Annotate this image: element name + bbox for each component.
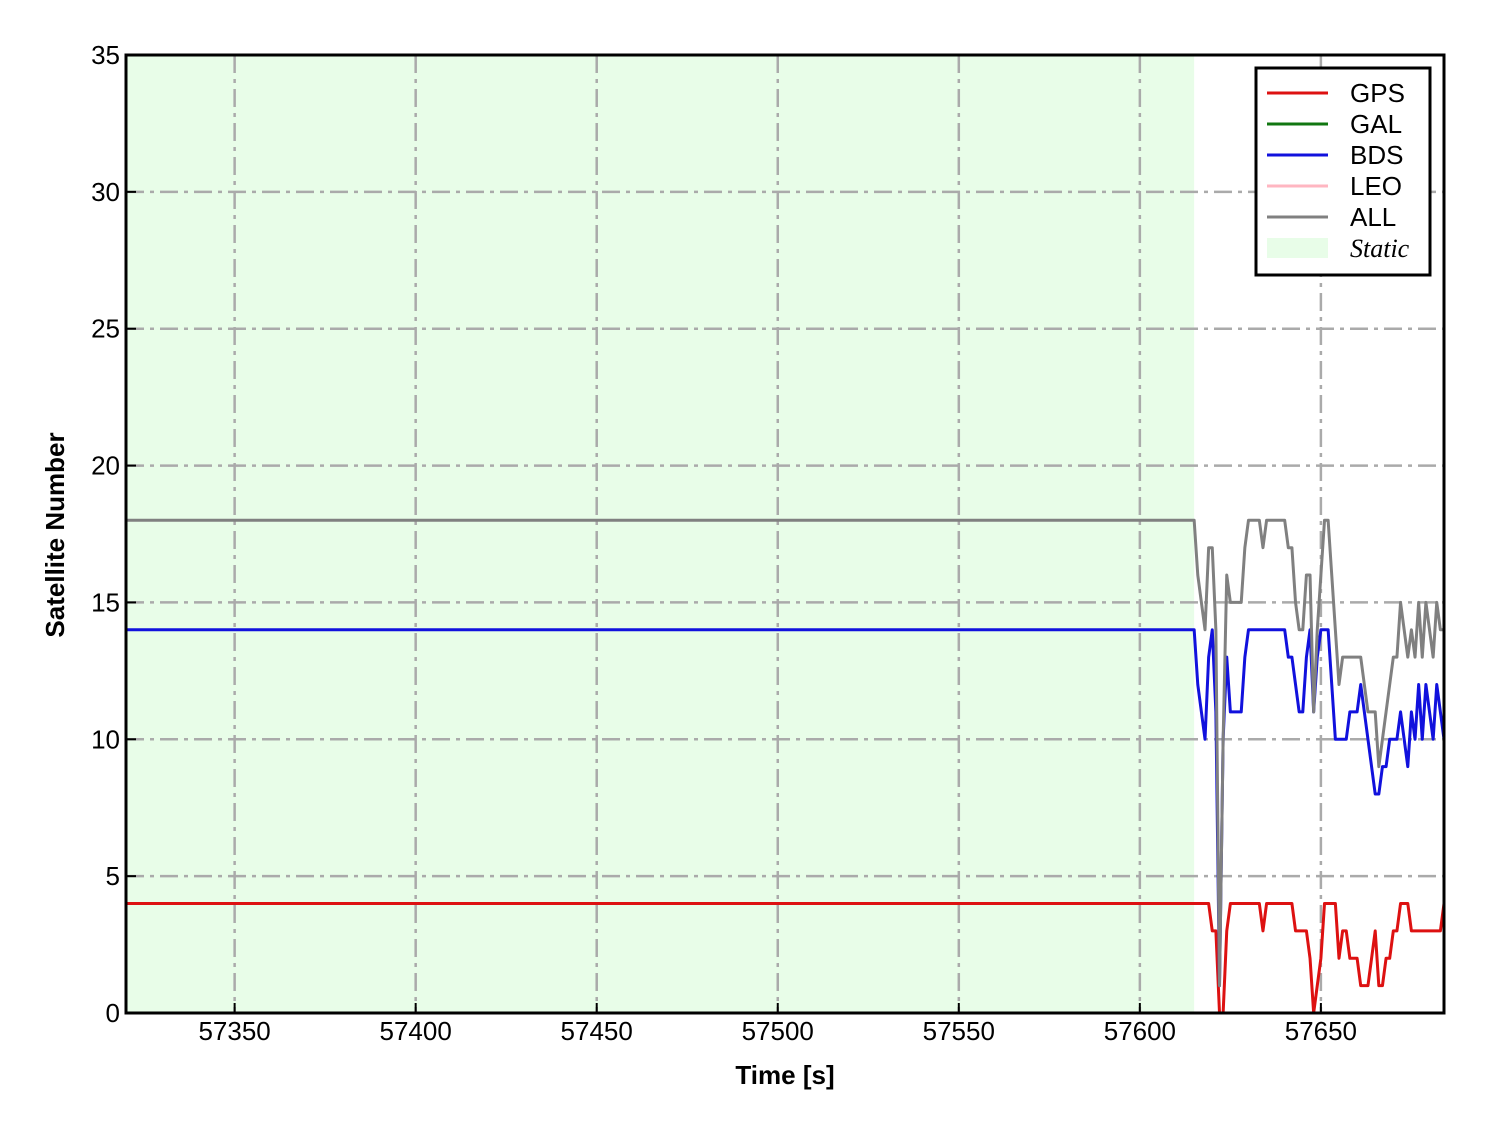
- legend-label: GPS: [1350, 78, 1405, 108]
- legend-label: LEO: [1350, 171, 1402, 201]
- x-tick-label: 57450: [561, 1016, 633, 1046]
- plot-frame: [124, 53, 1446, 1015]
- y-tick-label: 25: [91, 314, 120, 344]
- legend-label: ALL: [1350, 202, 1396, 232]
- y-axis-label: Satellite Number: [40, 432, 70, 637]
- legend-label: BDS: [1350, 140, 1403, 170]
- static-span: [126, 55, 1195, 1013]
- y-tick-label: 20: [91, 451, 120, 481]
- y-tick-label: 30: [91, 177, 120, 207]
- y-tick-label: 35: [91, 40, 120, 70]
- legend-label: GAL: [1350, 109, 1402, 139]
- y-tick-label: 15: [91, 587, 120, 617]
- y-tick-label: 5: [106, 861, 120, 891]
- x-tick-label: 57500: [742, 1016, 814, 1046]
- y-tick-label: 0: [106, 998, 120, 1028]
- x-tick-label: 57400: [380, 1016, 452, 1046]
- legend-label: Static: [1350, 234, 1410, 263]
- series-line: [126, 518, 1444, 988]
- legend-patch: [1267, 238, 1328, 258]
- x-tick-label: 57550: [923, 1016, 995, 1046]
- x-axis-label: Time [s]: [735, 1060, 834, 1090]
- x-tick-label: 57650: [1285, 1016, 1357, 1046]
- y-tick-label: 10: [91, 724, 120, 754]
- series-line: [126, 902, 1446, 1015]
- x-tick-label: 57350: [198, 1016, 270, 1046]
- x-tick-label: 57600: [1104, 1016, 1176, 1046]
